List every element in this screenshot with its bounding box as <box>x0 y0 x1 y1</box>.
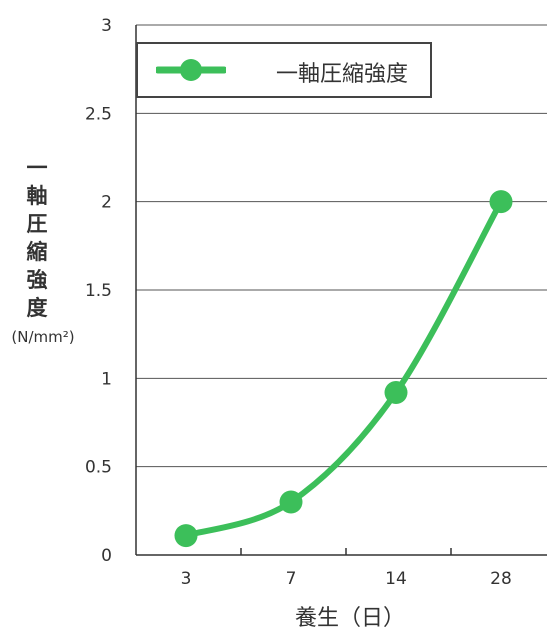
y-axis-label-char: 縮 <box>26 240 48 264</box>
y-tick-label: 0 <box>101 546 112 566</box>
y-tick-label: 2.5 <box>85 104 112 124</box>
y-axis-label-char: 軸 <box>26 184 48 208</box>
y-tick-labels: 0 0.5 1 1.5 2 2.5 3 <box>85 16 112 566</box>
data-point <box>174 524 198 548</box>
legend-label: 一軸圧縮強度 <box>276 62 409 87</box>
y-axis-label-char: 度 <box>26 296 48 320</box>
y-axis-unit: (N/mm²) <box>11 328 75 346</box>
data-point <box>489 190 513 214</box>
y-tick-label: 1 <box>101 369 112 389</box>
grid-lines <box>136 24 547 468</box>
x-axis-label: 養生（日） <box>294 606 405 631</box>
y-tick-label: 1.5 <box>85 281 112 301</box>
legend-swatch-icon <box>156 59 226 81</box>
y-axis-label-char: 一 <box>26 156 48 180</box>
legend: 一軸圧縮強度 <box>136 42 432 98</box>
y-axis-label-char: 強 <box>26 268 48 292</box>
y-tick-label: 3 <box>101 16 112 36</box>
x-tick-label: 7 <box>286 569 297 589</box>
axes <box>135 25 547 556</box>
data-point <box>279 490 303 514</box>
x-tick-labels: 3 7 14 28 <box>181 569 512 589</box>
x-tick-label: 28 <box>490 569 512 589</box>
series-line <box>183 198 504 539</box>
x-tick-label: 3 <box>181 569 192 589</box>
y-tick-label: 2 <box>101 193 112 213</box>
data-point <box>384 380 408 404</box>
y-axis-label-char: 圧 <box>26 212 48 236</box>
y-tick-label: 0.5 <box>85 458 112 478</box>
x-tick-label: 14 <box>385 569 407 589</box>
series-layer <box>174 190 513 548</box>
